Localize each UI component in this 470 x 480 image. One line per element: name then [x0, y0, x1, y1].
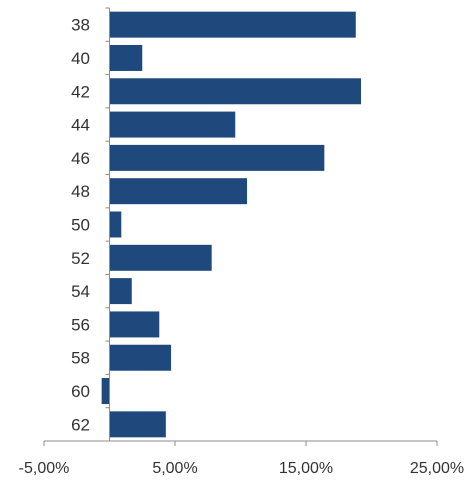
category-labels: 38 40 42 44 46 48 50 52 54 56 58 60 62	[71, 16, 90, 435]
bar-38	[109, 11, 356, 38]
category-label-38: 38	[71, 16, 90, 35]
category-label-50: 50	[71, 216, 90, 235]
bar-46	[109, 144, 325, 171]
x-tick-label: 25,00%	[410, 460, 464, 477]
bar-52	[109, 244, 212, 271]
category-label-62: 62	[71, 415, 90, 434]
bar-40	[109, 44, 143, 71]
category-label-56: 56	[71, 315, 90, 334]
bar-60	[101, 378, 110, 405]
bars-group	[101, 11, 362, 438]
x-tick-label: -5,00%	[19, 460, 70, 477]
x-tick-labels: -5,00% 5,00% 15,00% 25,00%	[19, 460, 464, 477]
x-tick-label: 15,00%	[279, 460, 333, 477]
category-label-60: 60	[71, 382, 90, 401]
bar-48	[109, 178, 248, 205]
axes-group	[43, 7, 438, 446]
category-label-40: 40	[71, 49, 90, 68]
bar-44	[109, 111, 236, 138]
bar-54	[109, 278, 132, 305]
bar-42	[109, 78, 362, 105]
category-label-58: 58	[71, 349, 90, 368]
category-label-48: 48	[71, 182, 90, 201]
bar-50	[109, 211, 122, 238]
bar-62	[109, 411, 166, 438]
category-label-52: 52	[71, 249, 90, 268]
category-label-42: 42	[71, 82, 90, 101]
x-tick-label: 5,00%	[152, 460, 197, 477]
category-label-46: 46	[71, 149, 90, 168]
category-label-44: 44	[71, 116, 90, 135]
bar-56	[109, 311, 160, 338]
category-label-54: 54	[71, 282, 90, 301]
bar-58	[109, 344, 172, 371]
